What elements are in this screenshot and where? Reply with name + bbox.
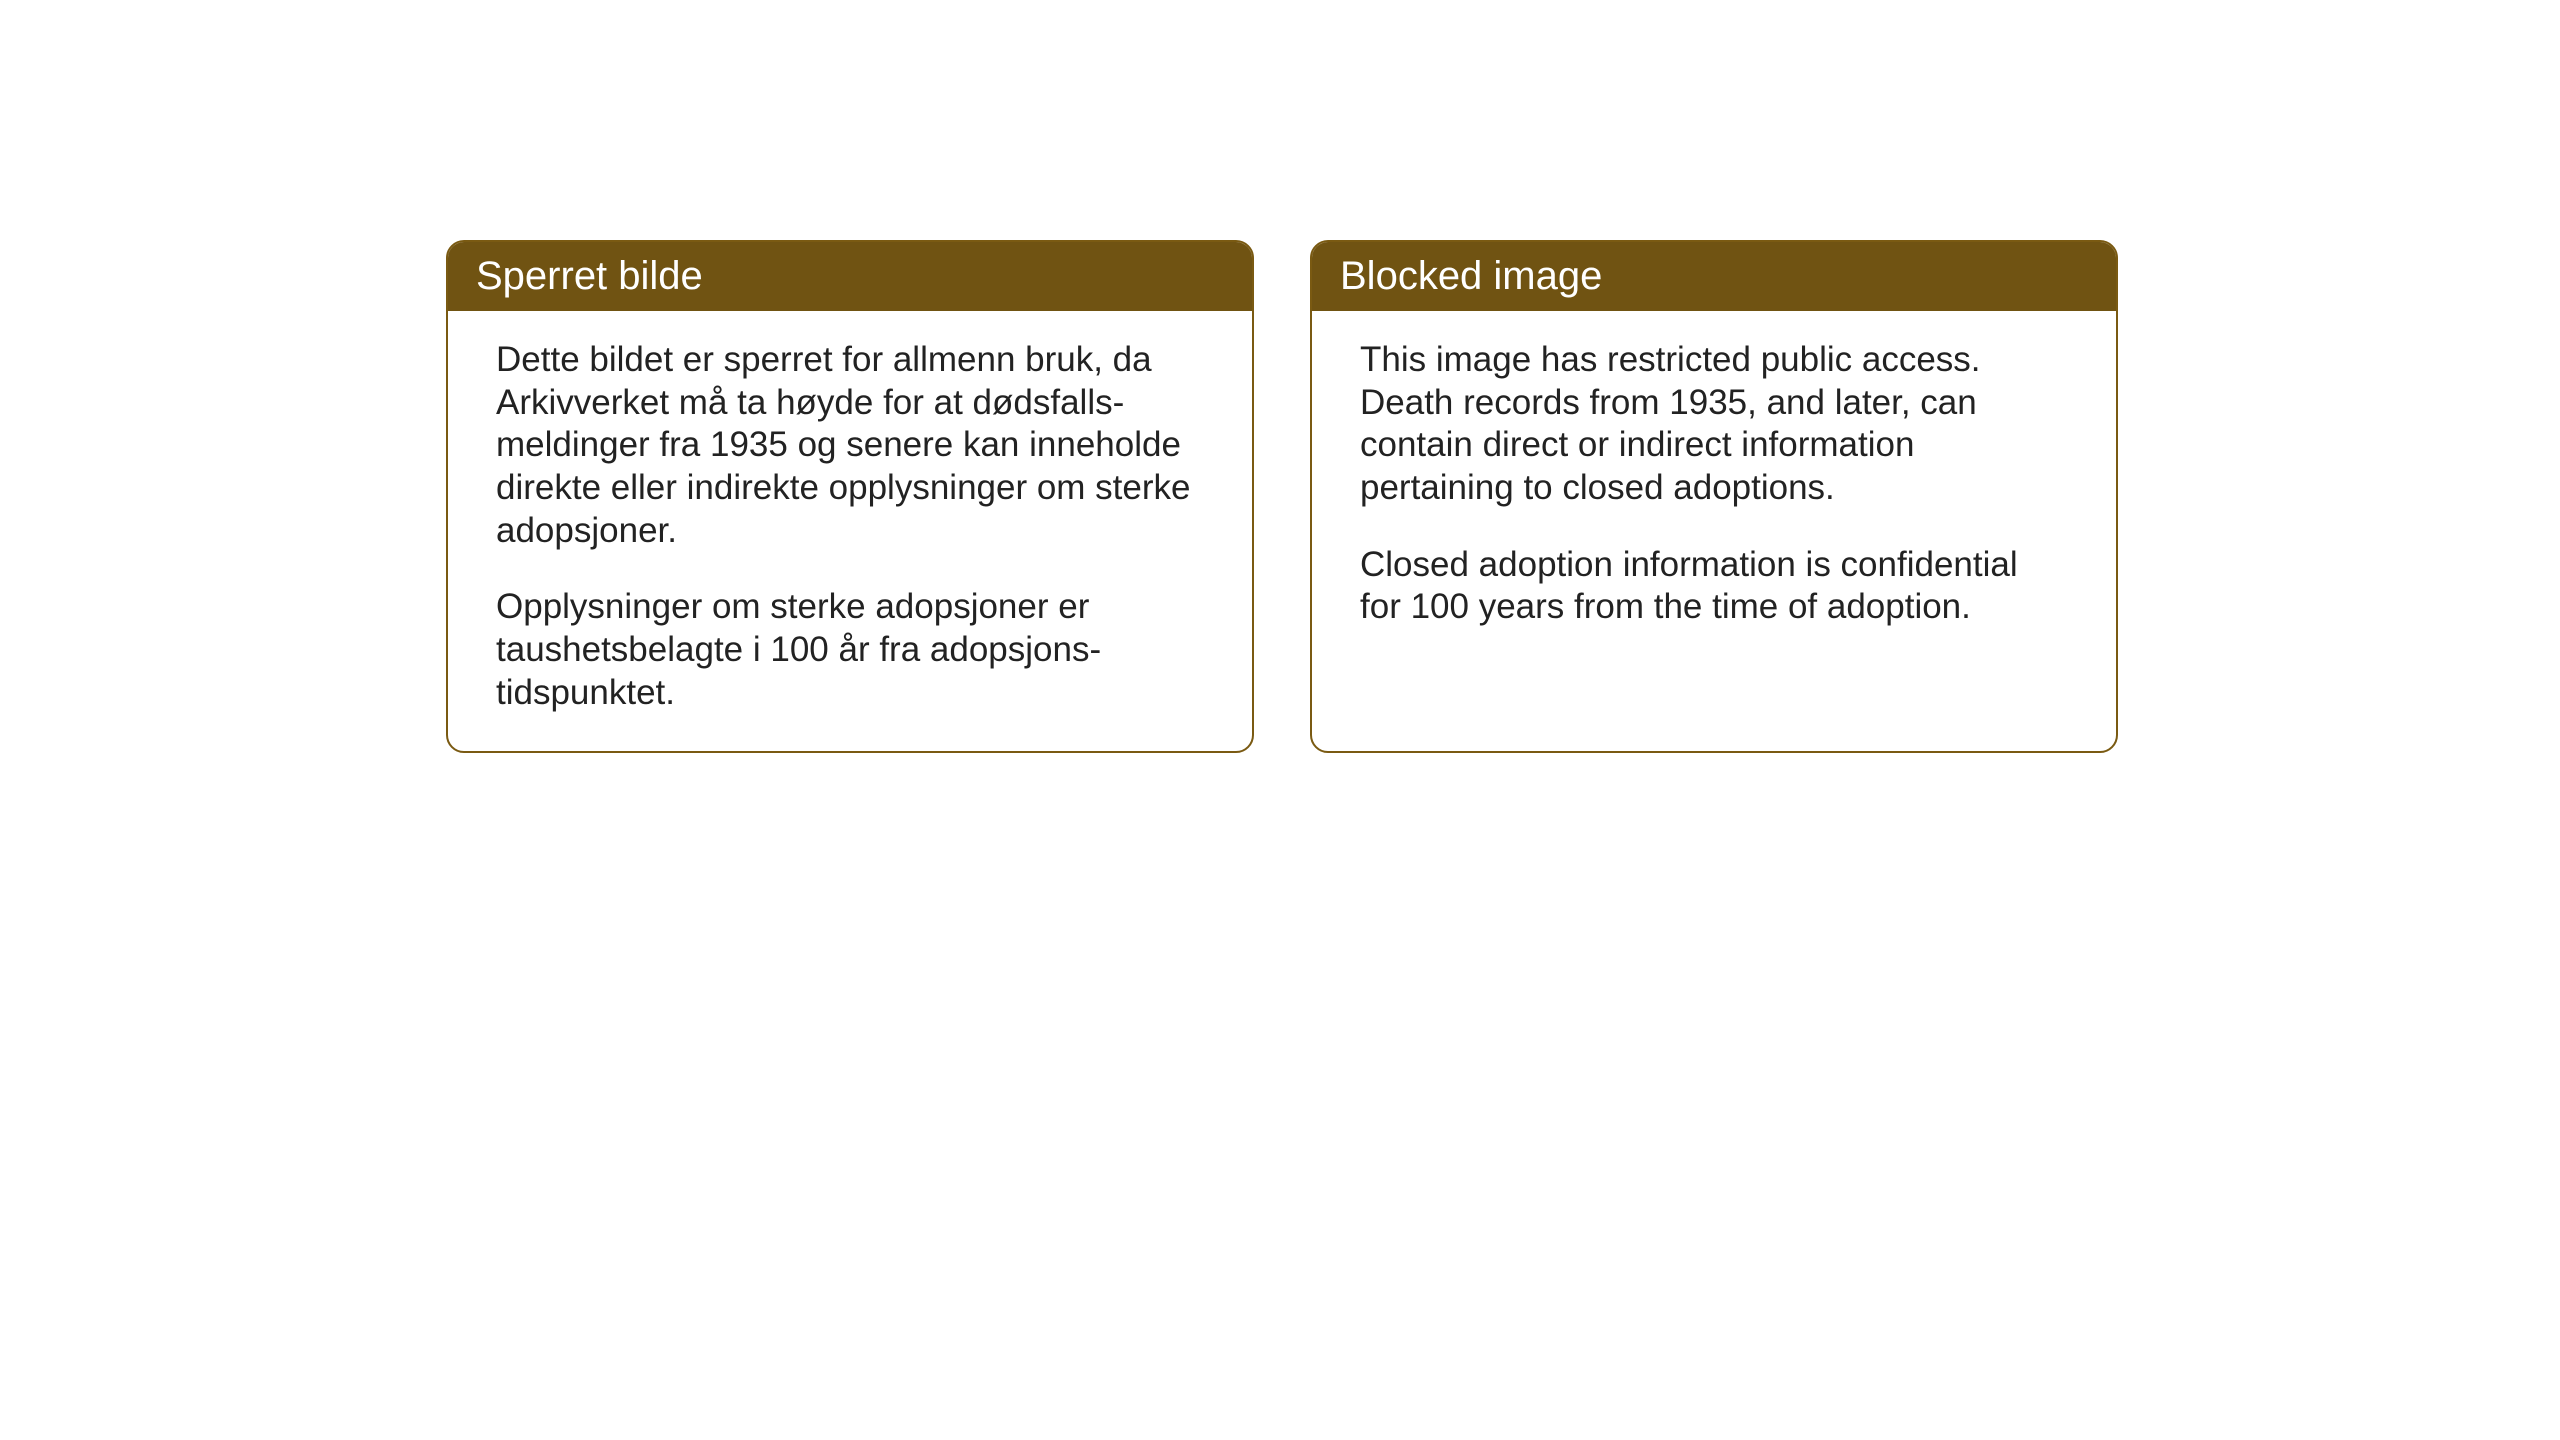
card-paragraph1-english: This image has restricted public access.…: [1360, 339, 2068, 510]
notice-card-english: Blocked image This image has restricted …: [1310, 240, 2118, 753]
card-body-norwegian: Dette bildet er sperret for allmenn bruk…: [448, 311, 1252, 751]
card-header-english: Blocked image: [1312, 242, 2116, 311]
card-header-norwegian: Sperret bilde: [448, 242, 1252, 311]
notice-container: Sperret bilde Dette bildet er sperret fo…: [446, 240, 2118, 753]
card-paragraph2-norwegian: Opplysninger om sterke adopsjoner er tau…: [496, 586, 1204, 714]
card-paragraph1-norwegian: Dette bildet er sperret for allmenn bruk…: [496, 339, 1204, 552]
card-title-norwegian: Sperret bilde: [476, 254, 703, 298]
card-paragraph2-english: Closed adoption information is confident…: [1360, 544, 2068, 629]
card-body-english: This image has restricted public access.…: [1312, 311, 2116, 665]
card-title-english: Blocked image: [1340, 254, 1602, 298]
notice-card-norwegian: Sperret bilde Dette bildet er sperret fo…: [446, 240, 1254, 753]
